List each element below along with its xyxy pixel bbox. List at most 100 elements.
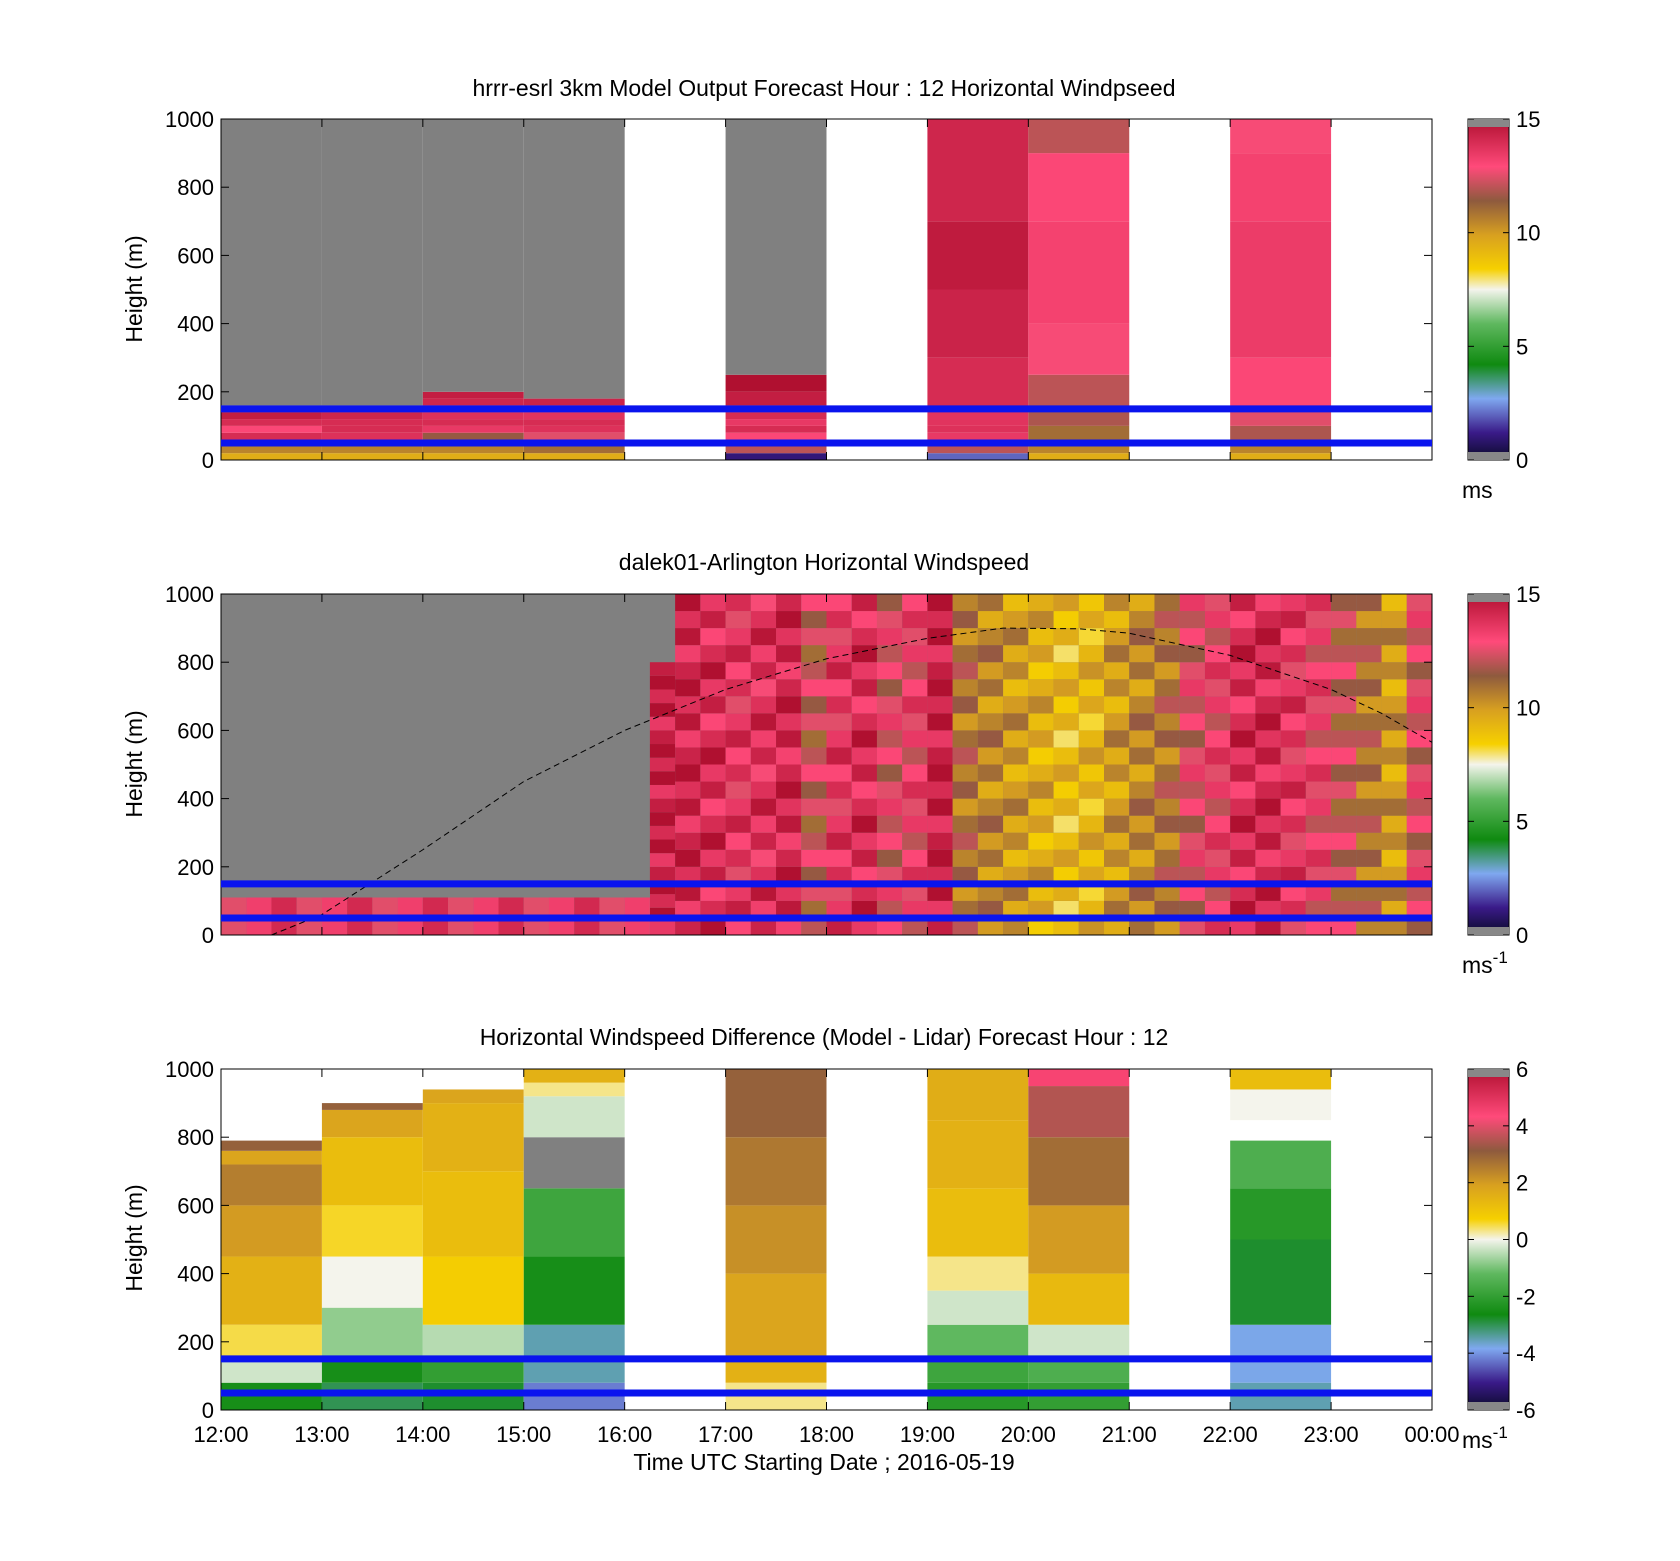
heatmap-cell (1003, 798, 1029, 816)
heatmap-cell (801, 917, 827, 935)
heatmap-cell (1078, 645, 1105, 663)
heatmap-cell (700, 832, 726, 850)
heatmap-cell (1154, 730, 1180, 748)
heatmap-cell (1078, 713, 1105, 731)
heatmap-cell (1280, 883, 1306, 901)
heatmap-cell (826, 662, 852, 680)
heatmap-cell (750, 849, 777, 867)
heatmap-cell (876, 815, 903, 833)
heatmap-cell (1305, 594, 1332, 612)
heatmap-cell (700, 866, 726, 884)
heatmap-cell (851, 832, 877, 850)
heatmap-cell (1078, 900, 1105, 918)
heatmap-cell (952, 798, 978, 816)
heatmap-cell (1179, 917, 1205, 935)
heatmap-cell (977, 594, 1004, 612)
heatmap-cell (422, 1358, 524, 1383)
heatmap-cell (952, 815, 978, 833)
heatmap-cell (1129, 594, 1155, 612)
heatmap-cell (1028, 713, 1054, 731)
heatmap-cell (1331, 815, 1357, 833)
heatmap-cell (1154, 781, 1180, 799)
heatmap-cell (1179, 764, 1205, 782)
heatmap-cell (952, 781, 978, 799)
heatmap-cell (422, 425, 524, 433)
heatmap-cell (1230, 611, 1256, 629)
heatmap-cell (1381, 866, 1407, 884)
heatmap-cell (902, 849, 928, 867)
heatmap-cell (927, 1256, 1029, 1291)
heatmap-cell (1230, 764, 1256, 782)
heatmap-cell (1204, 764, 1231, 782)
heatmap-cell (927, 662, 953, 680)
heatmap-cell (902, 883, 928, 901)
heatmap-cell (1406, 883, 1432, 901)
heatmap-cell (927, 432, 1029, 440)
colorbar-tick-label: -4 (1516, 1341, 1536, 1366)
heatmap-cell (1381, 917, 1407, 935)
heatmap-cell (1028, 900, 1054, 918)
heatmap-cell (1129, 713, 1155, 731)
heatmap-cell (1356, 696, 1382, 714)
x-tick-label: 19:00 (900, 1422, 955, 1447)
heatmap-cell (700, 849, 726, 867)
heatmap-cell (1381, 628, 1407, 646)
heatmap-cell (1381, 662, 1407, 680)
heatmap-cell (801, 645, 827, 663)
colorbar-end (1468, 594, 1509, 602)
heatmap-cell (1129, 679, 1155, 697)
heatmap-cell (1028, 374, 1130, 409)
heatmap-cell (221, 425, 322, 433)
heatmap-cell (1255, 798, 1281, 816)
heatmap-cell (1381, 594, 1407, 612)
heatmap-cell (750, 679, 777, 697)
heatmap-cell (826, 849, 852, 867)
heatmap-cell (1406, 713, 1432, 731)
heatmap-cell (1255, 611, 1281, 629)
heatmap-cell (927, 453, 1029, 460)
heatmap-cell (977, 849, 1004, 867)
heatmap-cell (1305, 883, 1332, 901)
heatmap-cell (1129, 696, 1155, 714)
heatmap-cell (1028, 1205, 1130, 1274)
heatmap-cell (221, 119, 322, 406)
heatmap-cell (1356, 917, 1382, 935)
heatmap-cell (321, 1137, 423, 1206)
heatmap-cell (523, 119, 625, 399)
heatmap-cell (1204, 628, 1231, 646)
heatmap-cell (876, 679, 903, 697)
heatmap-cell (876, 662, 903, 680)
heatmap-cell (801, 696, 827, 714)
y-tick-label: 1000 (165, 1057, 214, 1082)
colorbar-tick-label: 6 (1516, 1057, 1528, 1082)
heatmap-cell (1230, 832, 1256, 850)
heatmap-cell (1255, 849, 1281, 867)
heatmap-cell (927, 747, 953, 765)
heatmap-cell (1179, 815, 1205, 833)
heatmap-cell (675, 883, 701, 901)
heatmap-cell (1053, 645, 1079, 663)
heatmap-cell (725, 900, 751, 918)
heatmap-cell (1104, 764, 1130, 782)
y-tick-label: 0 (202, 1398, 214, 1423)
heatmap-cell (725, 1137, 827, 1206)
heatmap-cell (1280, 832, 1306, 850)
heatmap-cell (725, 432, 827, 440)
heatmap-cell (1078, 917, 1105, 935)
heatmap-cell (649, 866, 676, 881)
boundary-layer-curve (271, 627, 1433, 936)
heatmap-cell (801, 713, 827, 731)
heatmap-cell (1028, 221, 1130, 324)
heatmap-cell (1406, 849, 1432, 867)
heatmap-cell (1305, 713, 1332, 731)
heatmap-cell (876, 713, 903, 731)
heatmap-cell (725, 645, 751, 663)
heatmap-cell (952, 832, 978, 850)
heatmap-cell (1331, 713, 1357, 731)
heatmap-cell (1356, 594, 1382, 612)
heatmap-cell (1280, 815, 1306, 833)
heatmap-cell (1104, 849, 1130, 867)
heatmap-area (221, 119, 1332, 460)
heatmap-cell (1255, 696, 1281, 714)
heatmap-cell (1104, 730, 1130, 748)
